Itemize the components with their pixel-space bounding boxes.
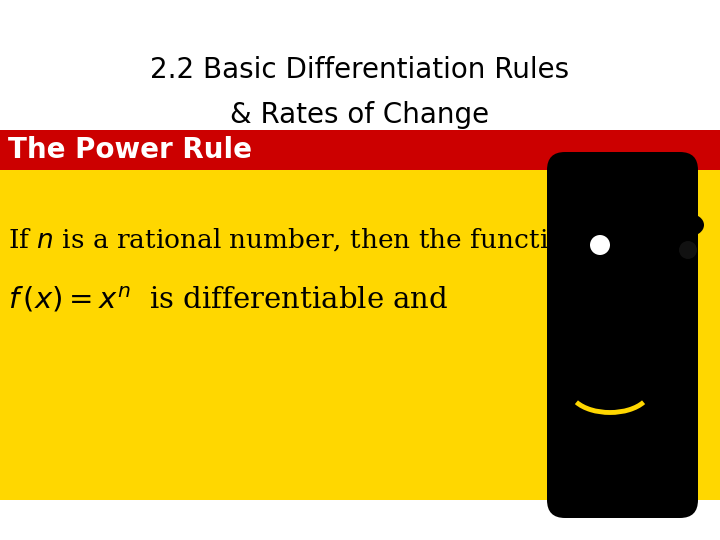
Text: & Rates of Change: & Rates of Change xyxy=(230,101,490,129)
Text: If $n$ is a rational number, then the function: If $n$ is a rational number, then the fu… xyxy=(8,226,582,253)
FancyBboxPatch shape xyxy=(547,152,698,518)
Circle shape xyxy=(679,241,697,259)
Text: $f\,(x) = x^{n}$  is differentiable and: $f\,(x) = x^{n}$ is differentiable and xyxy=(8,285,449,315)
Ellipse shape xyxy=(676,214,704,236)
Text: The Power Rule: The Power Rule xyxy=(8,136,252,164)
Text: 2.2 Basic Differentiation Rules: 2.2 Basic Differentiation Rules xyxy=(150,56,570,84)
Bar xyxy=(0,500,720,540)
Bar xyxy=(0,130,720,170)
Bar xyxy=(0,130,720,500)
Circle shape xyxy=(590,235,610,255)
